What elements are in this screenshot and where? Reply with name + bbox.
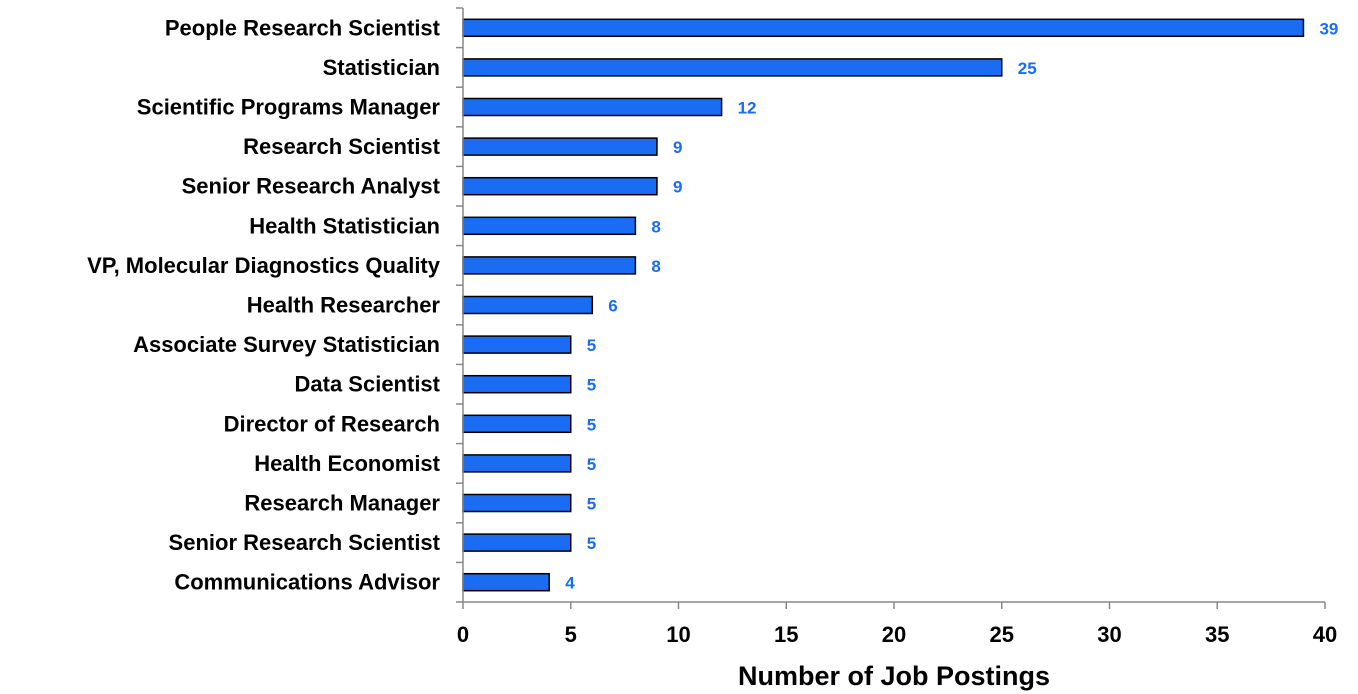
x-tick-label: 30 (1097, 622, 1121, 647)
value-label: 5 (587, 415, 596, 434)
value-label: 5 (587, 376, 596, 395)
category-label: Research Manager (244, 491, 440, 516)
value-label: 25 (1018, 59, 1037, 78)
bar-people-research-scientist (462, 18, 1305, 38)
bar-associate-survey-statistician (462, 335, 572, 354)
bar-senior-research-scientist (462, 533, 572, 552)
x-axis-title: Number of Job Postings (738, 661, 1050, 691)
category-label: Associate Survey Statistician (133, 332, 440, 357)
bar-health-economist (462, 454, 572, 473)
bar-research-manager (462, 493, 572, 513)
x-tick-label: 20 (882, 622, 906, 647)
category-labels: People Research Scientist Statistician Sci… (87, 15, 441, 594)
bar-research-scientist (462, 137, 658, 156)
value-label: 5 (587, 534, 596, 553)
bar-data-scientist (462, 374, 572, 394)
value-label: 8 (651, 217, 660, 236)
bar-director-of-research (462, 414, 572, 434)
value-labels: 39 25 12 9 9 8 8 6 5 5 5 5 5 5 4 (565, 19, 1338, 592)
value-label: 5 (587, 455, 596, 474)
x-axis-ticks: 0 5 10 15 20 25 30 35 40 (457, 602, 1337, 647)
value-label: 6 (608, 297, 617, 316)
category-label: Health Statistician (249, 213, 440, 238)
y-axis-ticks (456, 7, 463, 603)
value-label: 9 (673, 138, 682, 157)
category-label: Scientific Programs Manager (137, 95, 441, 120)
x-tick-label: 25 (990, 622, 1014, 647)
value-label: 8 (651, 257, 660, 276)
x-tick-label: 15 (774, 622, 798, 647)
x-tick-label: 0 (457, 622, 469, 647)
value-label: 39 (1319, 19, 1338, 38)
x-tick-label: 35 (1205, 622, 1229, 647)
category-label: Senior Research Scientist (169, 530, 441, 555)
category-label: Director of Research (224, 411, 440, 436)
category-label: Health Researcher (247, 293, 441, 318)
category-label: People Research Scientist (165, 15, 441, 40)
category-label: Senior Research Analyst (182, 174, 441, 199)
value-label: 4 (565, 574, 575, 593)
bar-vp-molecular-diagnostics-quality (462, 256, 637, 275)
bar-scientific-programs-manager (462, 97, 723, 117)
bar-health-statistician (462, 216, 637, 236)
x-tick-label: 10 (666, 622, 690, 647)
value-label: 12 (738, 99, 757, 118)
x-tick-label: 40 (1313, 622, 1337, 647)
bar-statistician (462, 58, 1003, 77)
value-label: 5 (587, 495, 596, 514)
bar-senior-research-analyst (462, 176, 658, 196)
bar-communications-advisor (462, 572, 550, 592)
value-label: 9 (673, 178, 682, 197)
category-label: Health Economist (254, 451, 440, 476)
category-label: Statistician (323, 55, 440, 80)
x-tick-label: 5 (565, 622, 577, 647)
category-label: Communications Advisor (174, 570, 440, 595)
category-label: VP, Molecular Diagnostics Quality (87, 253, 441, 278)
bar-health-researcher (462, 295, 594, 315)
category-label: Research Scientist (243, 134, 441, 159)
category-label: Data Scientist (295, 372, 441, 397)
value-label: 5 (587, 336, 596, 355)
